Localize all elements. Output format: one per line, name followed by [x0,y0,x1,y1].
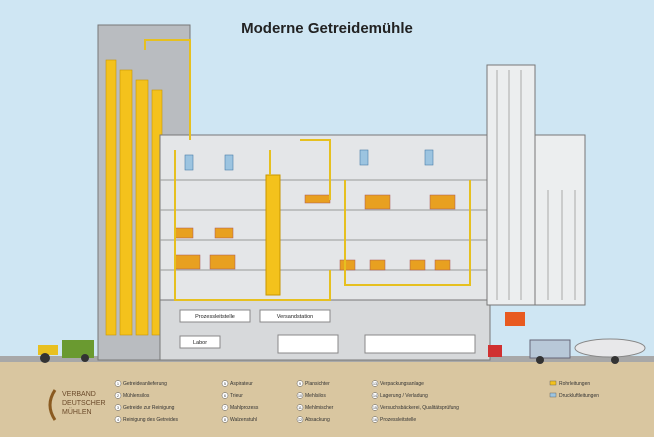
legend-number: 9 [299,382,301,386]
legend-text: Aspirateur [230,381,253,387]
ground [0,360,654,437]
legend-number: 6 [224,394,226,398]
legend-text: Plansichter [305,381,330,387]
legend-number: 10 [298,394,302,398]
lab-label: Labor [193,340,207,346]
legend-text: Mehlmischer [305,405,334,411]
legend-number: 13 [373,382,377,386]
legend-number: 5 [224,382,226,386]
logo-line: MÜHLEN [62,408,92,416]
mill-diagram: Moderne Getreidemühle Prozessleitstell [0,0,654,437]
dispatch-label: Versandstation [277,314,313,320]
legend-number: 8 [224,418,226,422]
legend-number: 4 [117,418,119,422]
legend-text: Absackung [305,417,330,423]
legend-text: Lagerung / Verladung [380,393,428,399]
legend-number: 11 [298,406,302,410]
legend-text: Verpackungsanlage [380,381,424,387]
key-swatch [550,393,556,397]
key-text: Rohrleitungen [559,381,590,387]
legend-text: Walzenstuhl [230,417,257,423]
legend-text: Mehlsilos [305,393,326,399]
legend-text: Versuchsbäckerei, Qualitätsprüfung [380,405,459,411]
legend-number: 7 [224,406,226,410]
legend-number: 3 [117,406,119,410]
legend-text: Mühlensilos [123,393,150,399]
legend-number: 15 [373,406,377,410]
legend-number: 1 [117,382,119,386]
wheat-bin [266,175,280,295]
legend-text: Mahlprozess [230,405,259,411]
flour-silos [487,65,535,305]
control-label: Prozessleitstelle [195,314,235,320]
legend-text: Prozessleitstelle [380,417,416,423]
title: Moderne Getreidemühle [241,20,413,37]
storage [278,335,475,353]
packer [505,312,525,326]
legend-text: Reinigung des Getreides [123,417,179,423]
legend-number: 16 [373,418,377,422]
legend-text: Getreide zur Reinigung [123,405,175,411]
logo-line: VERBAND [62,391,96,398]
legend-text: Trieur [230,393,243,399]
legend-number: 12 [298,418,302,422]
legend-number: 14 [373,394,377,398]
legend-text: Getreideanlieferung [123,381,167,387]
logo-line: DEUTSCHER [62,400,106,407]
key-text: Druckluftleitungen [559,393,599,399]
key-swatch [550,381,556,385]
mill-building [160,135,490,300]
legend-number: 2 [117,394,119,398]
flour-silos-annex [535,135,585,305]
